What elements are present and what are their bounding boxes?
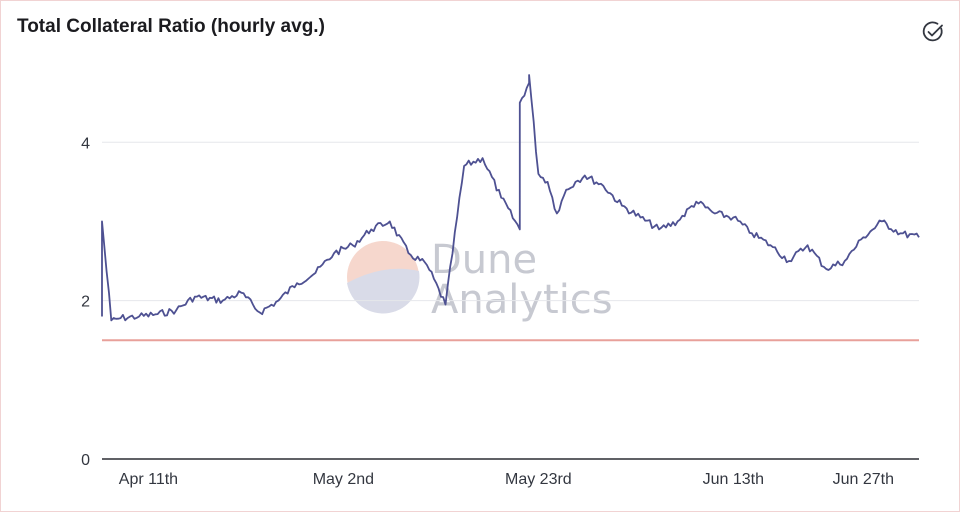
axes: 0 2 4 Apr 11th May 2nd May 23rd Jun 13th Jun 27… <box>81 135 919 488</box>
x-tick-label: Jun 27th <box>833 471 894 488</box>
x-tick-label: Apr 11th <box>119 471 178 488</box>
x-tick-label: May 2nd <box>313 471 374 488</box>
check-circle-icon[interactable] <box>921 20 945 44</box>
y-tick-label: 2 <box>81 294 90 311</box>
x-tick-label: May 23rd <box>505 471 572 488</box>
collateral-ratio-line <box>101 74 920 322</box>
watermark: Dune Analytics <box>347 237 613 323</box>
series-group <box>101 74 920 342</box>
watermark-logo-lower <box>347 268 420 314</box>
grid <box>102 141 919 302</box>
chart-title: Total Collateral Ratio (hourly avg.) <box>17 16 325 37</box>
y-tick-label: 4 <box>81 135 90 152</box>
watermark-line2: Analytics <box>431 277 613 323</box>
y-tick-label: 0 <box>81 452 90 469</box>
x-tick-label: Jun 13th <box>703 471 764 488</box>
